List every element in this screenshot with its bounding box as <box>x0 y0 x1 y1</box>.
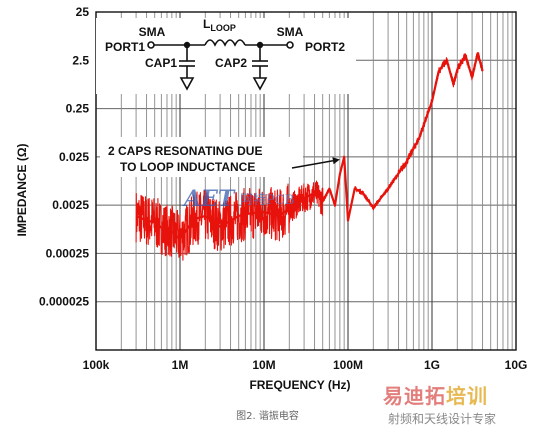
y-tick-label: 0.000025 <box>39 295 89 309</box>
port2-sma-label: SMA <box>277 25 304 39</box>
y-tick-label: 25 <box>76 5 90 19</box>
x-tick-label: 100k <box>83 358 110 372</box>
svg-text:阿特PCB: 阿特PCB <box>240 193 294 208</box>
aet-watermark-logo: AET 阿特PCB <box>182 186 294 212</box>
y-axis-title: IMPEDANCE (Ω) <box>15 144 29 237</box>
x-tick-label: 10M <box>252 358 275 372</box>
inductor-label: LLOOP <box>203 17 236 33</box>
cap1-ground-icon <box>179 77 195 91</box>
y-tick-label: 0.25 <box>66 102 90 116</box>
impedance-series <box>135 52 484 261</box>
cap2-ground-icon <box>252 77 268 91</box>
inductor-coil <box>204 39 246 47</box>
test-schematic: SMA PORT1 SMA PORT2 LLOOP CAP1 CAP2 <box>105 17 345 91</box>
brand-tagline: 射频和天线设计专家 <box>388 412 497 426</box>
x-tick-label: 1G <box>424 358 440 372</box>
figure-caption: 图2. 谐振电容 <box>236 411 299 422</box>
x-axis-title: FREQUENCY (Hz) <box>249 378 350 392</box>
svg-text:AET: AET <box>182 186 236 212</box>
x-tick-label: 100M <box>333 358 363 372</box>
inductor-label-base: L <box>203 17 210 31</box>
inductor-label-sub: LOOP <box>210 23 236 33</box>
cap2-label: CAP2 <box>215 56 247 70</box>
brand-gold: 培训 <box>446 384 488 408</box>
schematic-background <box>96 18 356 94</box>
annotation-arrow <box>291 160 334 169</box>
brand-watermark: 易迪拓培训 <box>383 380 488 409</box>
y-tick-label: 0.0025 <box>52 198 89 212</box>
schematic-wiring <box>147 39 294 91</box>
port2-label: PORT2 <box>305 40 345 54</box>
annotation-line-1: 2 CAPS RESONATING DUE <box>108 144 262 158</box>
x-tick-label: 1M <box>172 358 189 372</box>
port1-terminal <box>147 41 155 49</box>
annotation-arrowhead <box>332 157 340 165</box>
impedance-trace-center <box>135 52 484 240</box>
plot-frame <box>95 11 517 351</box>
resonance-annotation: 2 CAPS RESONATING DUE TO LOOP INDUCTANCE <box>108 144 340 174</box>
port1-sma-label: SMA <box>139 25 166 39</box>
y-tick-label: 0.00025 <box>46 246 90 260</box>
annotation-background <box>100 137 303 177</box>
y-tick-label: 2.5 <box>72 53 89 67</box>
port2-terminal <box>286 41 294 49</box>
annotation-line-2: TO LOOP INDUCTANCE <box>120 160 255 174</box>
axis-tick-labels: 25 2.5 0.25 0.025 0.0025 0.00025 0.000025 100k 1… <box>39 5 527 372</box>
y-tick-label: 0.025 <box>59 150 89 164</box>
x-tick-label: 10G <box>505 358 528 372</box>
cap1-label: CAP1 <box>145 56 177 70</box>
port1-label: PORT1 <box>105 40 145 54</box>
brand-red: 易迪拓 <box>383 384 446 408</box>
